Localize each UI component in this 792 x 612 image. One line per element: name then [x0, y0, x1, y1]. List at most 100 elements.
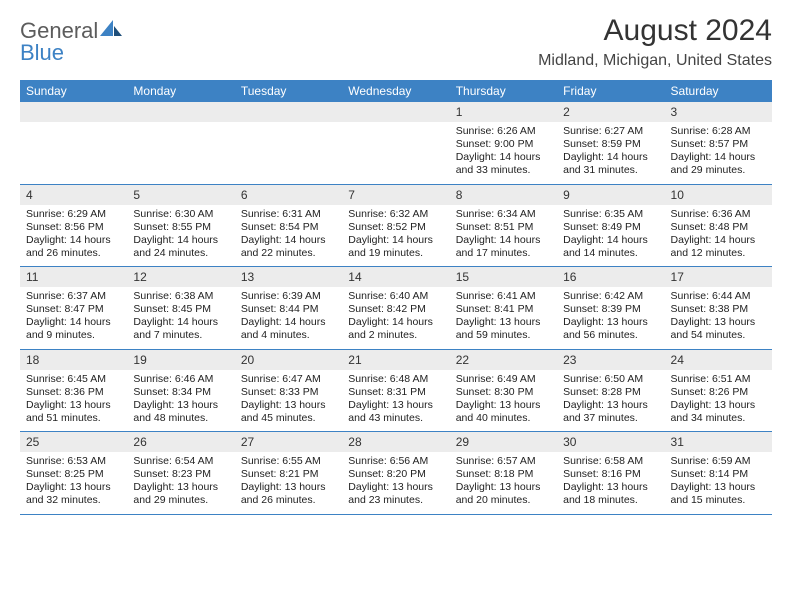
week-row: 4Sunrise: 6:29 AMSunset: 8:56 PMDaylight… — [20, 185, 772, 268]
day-line: and 18 minutes. — [563, 494, 658, 507]
day-cell: 24Sunrise: 6:51 AMSunset: 8:26 PMDayligh… — [665, 350, 772, 432]
day-line: and 33 minutes. — [456, 164, 551, 177]
day-line: Sunset: 8:47 PM — [26, 303, 121, 316]
day-line: and 9 minutes. — [26, 329, 121, 342]
day-line: Daylight: 14 hours — [241, 234, 336, 247]
day-number: 10 — [665, 185, 772, 205]
day-line: Daylight: 14 hours — [671, 234, 766, 247]
day-line: Sunset: 8:49 PM — [563, 221, 658, 234]
day-line: and 2 minutes. — [348, 329, 443, 342]
day-line: Daylight: 13 hours — [671, 316, 766, 329]
day-line: Sunrise: 6:36 AM — [671, 208, 766, 221]
day-line: Sunset: 8:59 PM — [563, 138, 658, 151]
day-body: Sunrise: 6:37 AMSunset: 8:47 PMDaylight:… — [20, 287, 127, 349]
day-number: 20 — [235, 350, 342, 370]
day-line: Sunset: 8:45 PM — [133, 303, 228, 316]
day-line: Sunset: 8:56 PM — [26, 221, 121, 234]
day-line: Sunrise: 6:37 AM — [26, 290, 121, 303]
day-line: Sunrise: 6:58 AM — [563, 455, 658, 468]
title-block: August 2024 Midland, Michigan, United St… — [538, 14, 772, 70]
weekday-header-row: Sunday Monday Tuesday Wednesday Thursday… — [20, 80, 772, 102]
day-line: Daylight: 13 hours — [563, 399, 658, 412]
day-number: 16 — [557, 267, 664, 287]
day-line: Sunset: 8:34 PM — [133, 386, 228, 399]
day-line: Sunrise: 6:51 AM — [671, 373, 766, 386]
day-number: 17 — [665, 267, 772, 287]
day-line: Sunset: 8:38 PM — [671, 303, 766, 316]
day-cell: 28Sunrise: 6:56 AMSunset: 8:20 PMDayligh… — [342, 432, 449, 514]
day-line: Sunrise: 6:29 AM — [26, 208, 121, 221]
day-line: Daylight: 13 hours — [456, 481, 551, 494]
day-cell: 22Sunrise: 6:49 AMSunset: 8:30 PMDayligh… — [450, 350, 557, 432]
day-line: Sunrise: 6:50 AM — [563, 373, 658, 386]
day-body: Sunrise: 6:59 AMSunset: 8:14 PMDaylight:… — [665, 452, 772, 514]
day-cell: 6Sunrise: 6:31 AMSunset: 8:54 PMDaylight… — [235, 185, 342, 267]
day-body: Sunrise: 6:41 AMSunset: 8:41 PMDaylight:… — [450, 287, 557, 349]
day-body: Sunrise: 6:40 AMSunset: 8:42 PMDaylight:… — [342, 287, 449, 349]
day-line: Daylight: 14 hours — [348, 316, 443, 329]
day-line: Daylight: 13 hours — [456, 316, 551, 329]
day-body: Sunrise: 6:42 AMSunset: 8:39 PMDaylight:… — [557, 287, 664, 349]
day-line: Sunrise: 6:30 AM — [133, 208, 228, 221]
day-number: 19 — [127, 350, 234, 370]
day-cell: 19Sunrise: 6:46 AMSunset: 8:34 PMDayligh… — [127, 350, 234, 432]
day-body: Sunrise: 6:47 AMSunset: 8:33 PMDaylight:… — [235, 370, 342, 432]
day-line: and 7 minutes. — [133, 329, 228, 342]
day-number: 7 — [342, 185, 449, 205]
day-line: Daylight: 13 hours — [26, 399, 121, 412]
day-line: Daylight: 13 hours — [241, 399, 336, 412]
day-body: Sunrise: 6:35 AMSunset: 8:49 PMDaylight:… — [557, 205, 664, 267]
day-body: Sunrise: 6:58 AMSunset: 8:16 PMDaylight:… — [557, 452, 664, 514]
day-number: 28 — [342, 432, 449, 452]
day-body: Sunrise: 6:28 AMSunset: 8:57 PMDaylight:… — [665, 122, 772, 184]
day-line: Sunrise: 6:59 AM — [671, 455, 766, 468]
day-number: 24 — [665, 350, 772, 370]
logo: General Blue — [20, 20, 122, 64]
day-line: and 34 minutes. — [671, 412, 766, 425]
day-line: Daylight: 14 hours — [133, 316, 228, 329]
day-number: 8 — [450, 185, 557, 205]
day-line: Sunset: 8:30 PM — [456, 386, 551, 399]
day-cell: 11Sunrise: 6:37 AMSunset: 8:47 PMDayligh… — [20, 267, 127, 349]
day-line: Sunrise: 6:41 AM — [456, 290, 551, 303]
day-line: Daylight: 13 hours — [456, 399, 551, 412]
week-row: 18Sunrise: 6:45 AMSunset: 8:36 PMDayligh… — [20, 350, 772, 433]
day-line: Sunset: 8:39 PM — [563, 303, 658, 316]
day-number: 5 — [127, 185, 234, 205]
day-cell: 13Sunrise: 6:39 AMSunset: 8:44 PMDayligh… — [235, 267, 342, 349]
day-line: Sunset: 8:23 PM — [133, 468, 228, 481]
day-cell: 5Sunrise: 6:30 AMSunset: 8:55 PMDaylight… — [127, 185, 234, 267]
day-line: Sunset: 9:00 PM — [456, 138, 551, 151]
day-body: Sunrise: 6:46 AMSunset: 8:34 PMDaylight:… — [127, 370, 234, 432]
day-body — [127, 122, 234, 180]
day-line: Sunrise: 6:32 AM — [348, 208, 443, 221]
day-cell: 21Sunrise: 6:48 AMSunset: 8:31 PMDayligh… — [342, 350, 449, 432]
day-line: Daylight: 13 hours — [348, 399, 443, 412]
weekday-header: Monday — [127, 80, 234, 102]
day-line: and 32 minutes. — [26, 494, 121, 507]
day-body: Sunrise: 6:34 AMSunset: 8:51 PMDaylight:… — [450, 205, 557, 267]
day-line: and 31 minutes. — [563, 164, 658, 177]
day-cell: 30Sunrise: 6:58 AMSunset: 8:16 PMDayligh… — [557, 432, 664, 514]
day-line: Daylight: 14 hours — [671, 151, 766, 164]
day-line: Daylight: 13 hours — [26, 481, 121, 494]
day-line: and 15 minutes. — [671, 494, 766, 507]
day-cell: 17Sunrise: 6:44 AMSunset: 8:38 PMDayligh… — [665, 267, 772, 349]
day-number: 15 — [450, 267, 557, 287]
day-line: Sunset: 8:16 PM — [563, 468, 658, 481]
day-line: Daylight: 14 hours — [133, 234, 228, 247]
day-number: 4 — [20, 185, 127, 205]
day-line: Daylight: 13 hours — [348, 481, 443, 494]
day-line: and 59 minutes. — [456, 329, 551, 342]
day-line: Sunrise: 6:54 AM — [133, 455, 228, 468]
logo-blue-text: Blue — [20, 40, 64, 65]
day-body: Sunrise: 6:29 AMSunset: 8:56 PMDaylight:… — [20, 205, 127, 267]
day-line: Sunrise: 6:34 AM — [456, 208, 551, 221]
day-line: and 29 minutes. — [133, 494, 228, 507]
day-line: Daylight: 13 hours — [241, 481, 336, 494]
day-line: Sunrise: 6:27 AM — [563, 125, 658, 138]
day-line: Sunset: 8:54 PM — [241, 221, 336, 234]
day-line: and 19 minutes. — [348, 247, 443, 260]
day-line: Daylight: 13 hours — [133, 399, 228, 412]
day-line: Daylight: 14 hours — [456, 234, 551, 247]
